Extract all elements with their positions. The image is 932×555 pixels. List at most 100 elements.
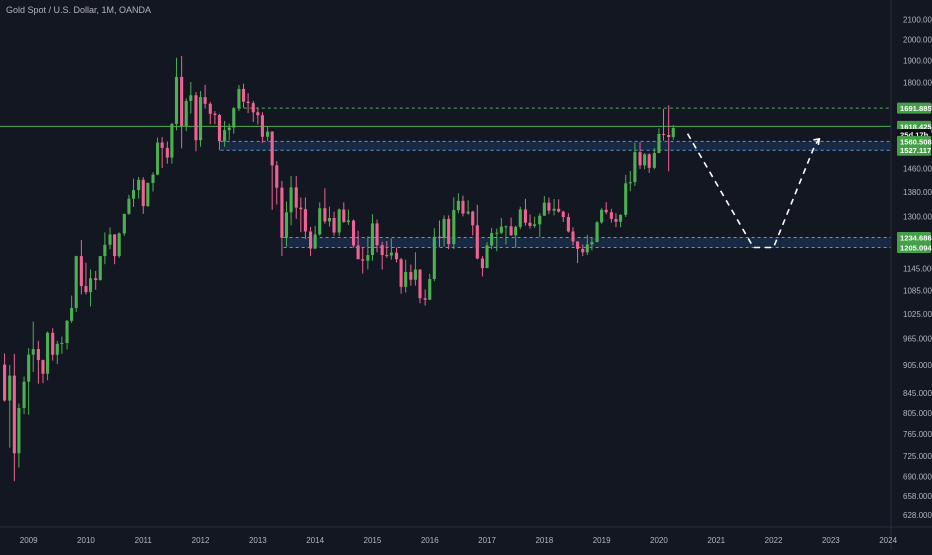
price-label: 1234.686 — [897, 232, 932, 244]
candle — [657, 128, 661, 154]
candle-body — [12, 375, 16, 454]
candle — [538, 213, 542, 238]
x-tick-label: 2019 — [593, 536, 611, 545]
candle-body — [624, 183, 628, 215]
candle — [84, 262, 88, 295]
candle-body — [88, 278, 93, 293]
candle — [361, 247, 365, 274]
candle-body — [74, 256, 78, 308]
candle — [323, 188, 327, 224]
candle-body — [84, 286, 88, 293]
candle-body — [3, 364, 7, 401]
candle-body — [585, 244, 589, 253]
candle — [31, 321, 35, 372]
y-tick-label: 905.000 — [903, 361, 932, 370]
candle-body — [581, 248, 585, 253]
candle-body — [456, 200, 460, 211]
price-label-text: 1560.508 — [900, 137, 932, 146]
candle — [151, 172, 155, 192]
candle-body — [165, 147, 169, 158]
candle-body — [284, 212, 289, 238]
candle-body — [294, 187, 298, 208]
candle-body — [303, 209, 307, 232]
candle-body — [217, 115, 222, 142]
candle-body — [332, 217, 336, 233]
candle-body — [203, 97, 207, 104]
candle — [614, 213, 618, 228]
candle — [485, 242, 489, 269]
y-tick-label: 845.000 — [903, 389, 932, 398]
y-tick-label: 2100.000 — [903, 15, 932, 24]
candle — [223, 120, 227, 147]
candle — [423, 289, 427, 306]
candle — [280, 180, 284, 257]
candle-body — [198, 97, 203, 141]
candle — [108, 227, 112, 250]
candle-body — [413, 269, 417, 280]
candle — [661, 108, 666, 141]
candle-body — [595, 222, 599, 243]
candle-body — [246, 101, 250, 104]
candle — [471, 210, 475, 236]
candle-body — [428, 279, 432, 300]
candle — [452, 197, 456, 250]
candle — [590, 237, 594, 251]
candle — [270, 131, 274, 210]
candle-body — [122, 213, 126, 234]
candle — [576, 241, 580, 264]
candle-body — [131, 190, 136, 199]
candle-body — [241, 88, 246, 102]
x-tick-label: 2018 — [535, 536, 553, 545]
candle-body — [51, 332, 55, 355]
x-tick-label: 2014 — [306, 536, 324, 545]
y-tick-label: 1800.000 — [903, 79, 932, 88]
candle-body — [604, 209, 608, 213]
candle — [604, 202, 608, 215]
candle-body — [471, 211, 475, 226]
candle — [523, 198, 527, 226]
candle — [213, 111, 217, 125]
candle — [366, 236, 370, 270]
candle-body — [366, 255, 370, 261]
candle-body — [194, 95, 198, 141]
candle — [380, 241, 384, 270]
candle-body — [671, 128, 675, 138]
candle-body — [141, 179, 145, 207]
candle-body — [533, 224, 537, 226]
candle-body — [667, 134, 671, 138]
candle-body — [266, 131, 270, 137]
y-tick-label: 628.000 — [903, 511, 932, 520]
candle-body — [389, 252, 393, 256]
candle — [561, 210, 565, 223]
candle-body — [609, 212, 613, 219]
candle-body — [432, 236, 436, 280]
candle-body — [260, 115, 264, 137]
candle — [180, 56, 184, 149]
candle — [260, 112, 264, 143]
candle-body — [8, 375, 12, 401]
candle-body — [213, 113, 217, 116]
candle-body — [270, 131, 274, 166]
candle — [156, 137, 160, 176]
y-tick-label: 1300.000 — [903, 212, 932, 221]
candle — [581, 244, 585, 257]
candle-body — [251, 103, 255, 113]
price-label: 1560.508 — [897, 135, 932, 147]
candle-body — [351, 220, 356, 246]
candle — [65, 319, 69, 350]
candle-body — [538, 215, 542, 225]
projection-path — [686, 133, 821, 249]
candle — [456, 193, 460, 214]
candle-body — [208, 103, 212, 114]
candle — [404, 259, 408, 293]
x-tick-label: 2015 — [364, 536, 382, 545]
candle-body — [552, 208, 556, 211]
candle — [394, 247, 399, 263]
candle — [499, 217, 503, 235]
candle-body — [127, 198, 131, 214]
candle-body — [146, 183, 150, 207]
candle — [557, 199, 561, 213]
candle — [313, 225, 317, 250]
